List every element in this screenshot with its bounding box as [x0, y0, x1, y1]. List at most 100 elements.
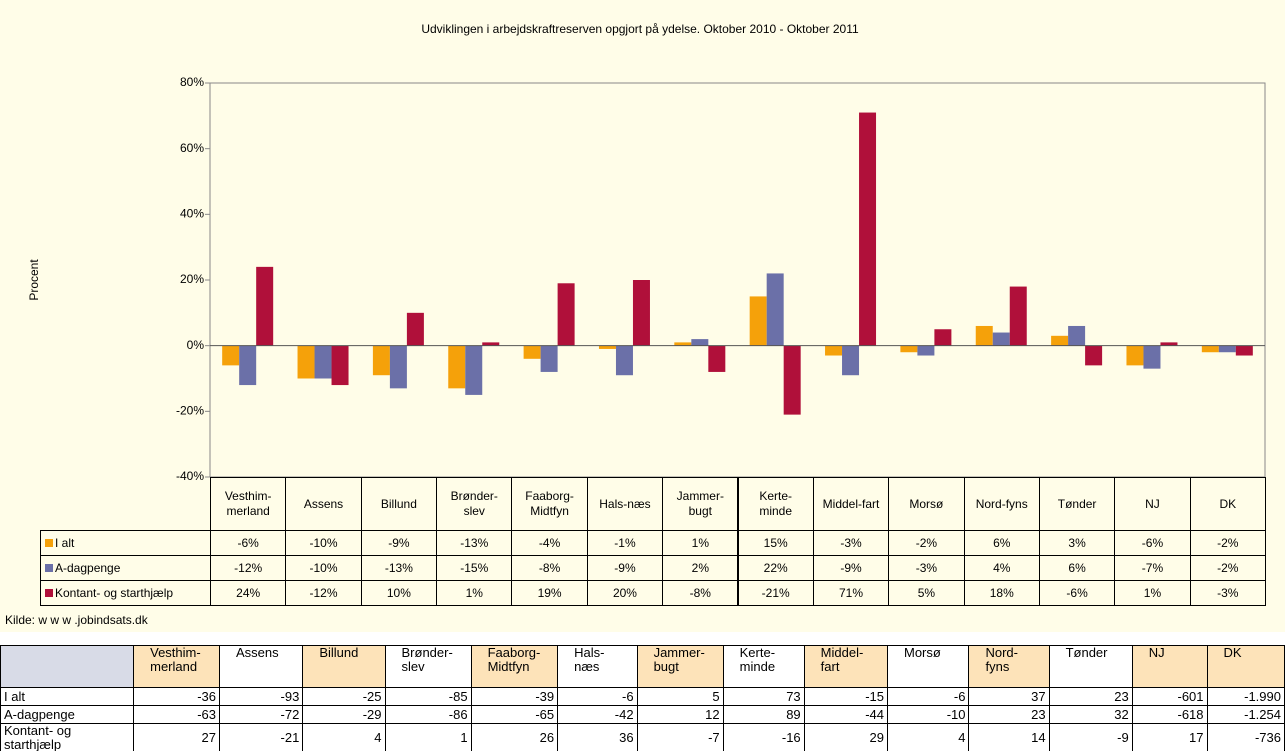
table-cell: 29 [803, 723, 889, 751]
table-cell: -16 [722, 723, 805, 751]
table-cell: -36 [133, 687, 220, 706]
table-cell: -1.254 [1206, 705, 1285, 724]
table-cell: -1.990 [1206, 687, 1285, 706]
data-label: -6% [1114, 530, 1191, 556]
data-label: -10% [285, 555, 362, 581]
bar [557, 283, 575, 346]
table-cell: 27 [133, 723, 220, 751]
row-label: Kontant- og starthjælp [0, 723, 135, 751]
header-row: Vesthim- merland Assens Billund Brønder- sl… [0, 645, 1285, 688]
data-label: 2% [662, 555, 739, 581]
bar [766, 273, 784, 346]
category-label: Kerte- minde [737, 477, 814, 531]
bar [1201, 345, 1219, 353]
bar [540, 345, 558, 372]
column-header: NJ [1131, 645, 1208, 688]
table-row: I alt -36 -93 -25 -85 -39 -6 5 73 -15 -6 37 23 -601 -1… [0, 687, 1285, 706]
data-label: 1% [436, 580, 513, 606]
table-cell: -72 [218, 705, 304, 724]
bar [1085, 345, 1103, 366]
column-header: Hals- næs [557, 645, 638, 688]
data-label: -15% [436, 555, 513, 581]
data-label: 3% [1038, 530, 1116, 556]
table-cell: 23 [968, 705, 1050, 724]
table-cell: -601 [1131, 687, 1208, 706]
data-label: 1% [1114, 580, 1191, 606]
table-row: Kontant- og starthjælp 27 -21 4 1 26 36 -7 -16 29… [0, 723, 1285, 751]
column-header: Middel- fart [803, 645, 889, 688]
legend-key [45, 589, 53, 597]
legend-entry: Kontant- og starthjælp [40, 580, 211, 606]
bar [674, 342, 692, 346]
category-label: DK [1189, 477, 1266, 531]
bar [934, 329, 952, 346]
table-cell: -86 [384, 705, 472, 724]
data-label: 6% [1038, 555, 1116, 581]
source: Kilde: w w w .jobindsats.dk [5, 613, 149, 627]
bar [222, 345, 240, 366]
bar [917, 345, 935, 356]
data-label: 4% [963, 555, 1040, 581]
y-tick-label: 80% [180, 75, 204, 89]
y-tick-label: 40% [180, 207, 204, 221]
bar [859, 112, 877, 346]
bar [632, 280, 650, 346]
data-label: 10% [360, 580, 438, 606]
bar [992, 332, 1010, 346]
column-header: Morsø [886, 645, 970, 688]
category-label: Middel-fart [812, 477, 890, 531]
corner-cell [0, 645, 135, 688]
data-label: 15% [737, 530, 814, 556]
row-label: A-dagpenge [0, 705, 135, 724]
category-label: Vesthim- merland [210, 477, 287, 531]
y-tick-label: -40% [176, 469, 204, 483]
chart-title: Udviklingen i arbejdskraftreserven opgjo… [421, 22, 859, 36]
bar [239, 345, 257, 386]
bar [1068, 325, 1086, 346]
bar [1143, 345, 1161, 369]
y-axis-label: Procent [27, 259, 41, 301]
data-label: -12% [285, 580, 362, 606]
table-cell: 1 [384, 723, 472, 751]
y-tick-label: -20% [176, 404, 204, 418]
bar [900, 345, 918, 353]
data-label: -3% [1189, 580, 1266, 606]
table-cell: -93 [218, 687, 304, 706]
bar [691, 339, 709, 346]
legend-label: Kontant- og starthjælp [55, 585, 174, 600]
bar [1009, 286, 1027, 346]
data-label: 1% [662, 530, 739, 556]
table-cell: -29 [302, 705, 386, 724]
table-cell: 12 [636, 705, 724, 724]
data-label: 24% [210, 580, 287, 606]
y-tick-label: 0% [187, 338, 205, 352]
chart: Udviklingen i arbejdskraftreserven opgjo… [0, 0, 1285, 632]
bar [598, 345, 616, 349]
bar [297, 345, 315, 379]
table-cell: -6 [557, 687, 638, 706]
data-label: -6% [1038, 580, 1116, 606]
legend-entry: I alt [40, 530, 211, 556]
category-label: NJ [1114, 477, 1191, 531]
row-label: I alt [0, 687, 135, 706]
bar [1218, 345, 1236, 353]
column-header: Vesthim- merland [133, 645, 220, 688]
category-label: Billund [360, 477, 438, 531]
bar [406, 312, 424, 346]
data-label: -8% [662, 580, 739, 606]
bar [1160, 342, 1178, 346]
data-label: -13% [436, 530, 513, 556]
bar [372, 345, 390, 376]
table-cell: 23 [1048, 687, 1133, 706]
table-cell: -15 [803, 687, 889, 706]
table-cell: -10 [886, 705, 970, 724]
bar [523, 345, 541, 359]
table-cell: 26 [470, 723, 559, 751]
table-cell: 4 [886, 723, 970, 751]
table-cell: 36 [557, 723, 638, 751]
data-label: -13% [360, 555, 438, 581]
column-header: DK [1206, 645, 1285, 688]
bar [314, 345, 332, 379]
data-label: -9% [586, 555, 664, 581]
